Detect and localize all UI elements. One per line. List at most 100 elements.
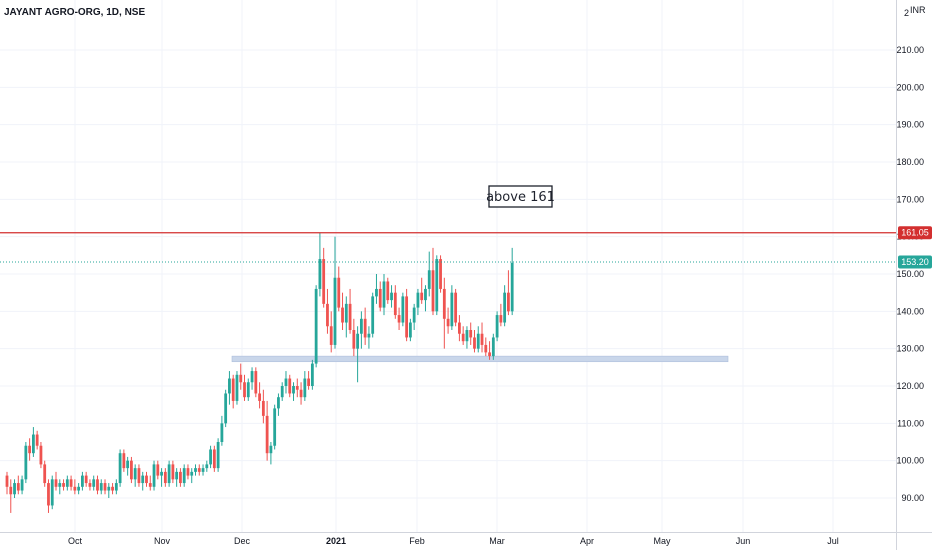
candle-body bbox=[439, 259, 442, 289]
candle-body bbox=[111, 486, 114, 491]
candle bbox=[96, 475, 99, 495]
candle bbox=[446, 307, 450, 334]
candle-body bbox=[416, 292, 420, 308]
candle-body bbox=[250, 371, 254, 383]
candle bbox=[491, 333, 495, 360]
price-tick-label: 110.00 bbox=[897, 418, 924, 428]
candle-body bbox=[258, 393, 261, 401]
candle bbox=[179, 468, 182, 487]
resistance-price-badge: 161.05 bbox=[898, 226, 932, 240]
candle-body bbox=[197, 468, 201, 472]
candle bbox=[503, 285, 507, 327]
candle-body bbox=[103, 483, 107, 491]
price-tick-label: 200.00 bbox=[896, 82, 924, 92]
candle-body bbox=[9, 486, 13, 495]
candle-body bbox=[476, 333, 480, 349]
candle-body bbox=[182, 468, 186, 484]
time-tick-label: May bbox=[653, 536, 671, 546]
candle-body bbox=[337, 277, 341, 308]
candle-body bbox=[442, 288, 446, 319]
candle-body bbox=[310, 363, 314, 386]
candle bbox=[359, 311, 363, 349]
candle bbox=[356, 326, 360, 383]
last-price-badge-label: 153.20 bbox=[901, 257, 929, 267]
candle-body bbox=[299, 389, 303, 398]
candle bbox=[318, 232, 322, 297]
annotation-box[interactable]: above 161 bbox=[486, 185, 555, 208]
price-axis[interactable]: 90.00 100.00 110.00 120.00 130.00 140.00 150.0… bbox=[896, 45, 924, 503]
candle bbox=[288, 374, 292, 398]
candle-body bbox=[220, 423, 224, 442]
candle-body bbox=[348, 303, 352, 330]
candle-body bbox=[427, 270, 431, 289]
candle bbox=[220, 415, 224, 446]
chart-title: JAYANT AGRO-ORG, 1D, NSE bbox=[4, 7, 145, 18]
candle bbox=[314, 285, 318, 368]
candle bbox=[122, 449, 126, 472]
candle-body bbox=[390, 292, 393, 301]
candle-body bbox=[228, 378, 231, 394]
candle-body bbox=[295, 386, 299, 390]
candle bbox=[65, 475, 69, 491]
candle bbox=[13, 479, 16, 498]
candle-body bbox=[424, 288, 427, 301]
candle bbox=[420, 277, 424, 304]
candle bbox=[114, 479, 118, 495]
resistance-badge-label: 161.05 bbox=[901, 228, 929, 238]
candle-body bbox=[205, 464, 209, 469]
candle bbox=[363, 307, 367, 345]
candle-body bbox=[495, 315, 499, 338]
candle bbox=[84, 471, 88, 487]
candle bbox=[431, 247, 435, 316]
candle bbox=[254, 367, 258, 398]
candle-body bbox=[62, 483, 65, 487]
candle-body bbox=[96, 479, 99, 491]
candle-body bbox=[435, 259, 439, 312]
price-tick-label: 190.00 bbox=[896, 120, 924, 130]
candle-body bbox=[367, 333, 371, 338]
candle bbox=[250, 367, 254, 390]
candle-body bbox=[488, 352, 491, 357]
candle bbox=[401, 292, 405, 327]
candle-body bbox=[254, 371, 258, 394]
candle-body bbox=[458, 322, 461, 334]
candle-body bbox=[24, 445, 28, 480]
annotation-frame[interactable] bbox=[488, 185, 553, 208]
candle bbox=[182, 464, 186, 487]
candle bbox=[352, 318, 356, 357]
candle-body bbox=[194, 468, 197, 472]
candle bbox=[197, 464, 201, 476]
candle bbox=[126, 456, 130, 476]
time-axis[interactable]: Oct Nov Dec 2021 Feb Mar Apr May Jun Jul bbox=[68, 536, 839, 546]
candle bbox=[216, 438, 220, 472]
candle-body bbox=[141, 475, 145, 484]
candle bbox=[77, 483, 81, 495]
candle-body bbox=[454, 292, 458, 323]
price-tick-label: 210.00 bbox=[896, 45, 924, 55]
candle-body bbox=[510, 262, 514, 312]
candle bbox=[130, 456, 133, 484]
candle bbox=[194, 464, 197, 476]
candle bbox=[209, 445, 212, 469]
candle-body bbox=[382, 281, 386, 308]
candle bbox=[454, 288, 458, 327]
candle bbox=[390, 285, 393, 308]
candle bbox=[246, 378, 250, 401]
candle bbox=[103, 479, 107, 495]
candle-body bbox=[69, 479, 73, 487]
candle-body bbox=[31, 434, 35, 454]
candle-body bbox=[13, 483, 16, 495]
candle bbox=[133, 464, 137, 487]
last-price-badge-bg bbox=[898, 255, 932, 269]
candle-body bbox=[133, 468, 137, 480]
candle-body bbox=[484, 344, 488, 353]
candle-body bbox=[84, 475, 88, 484]
candle-body bbox=[507, 292, 510, 312]
time-tick-label: Nov bbox=[154, 536, 171, 546]
candle bbox=[43, 460, 47, 487]
candle bbox=[160, 468, 163, 487]
candle-body bbox=[333, 277, 337, 345]
candle-body bbox=[175, 471, 179, 480]
support-zone bbox=[231, 355, 729, 363]
